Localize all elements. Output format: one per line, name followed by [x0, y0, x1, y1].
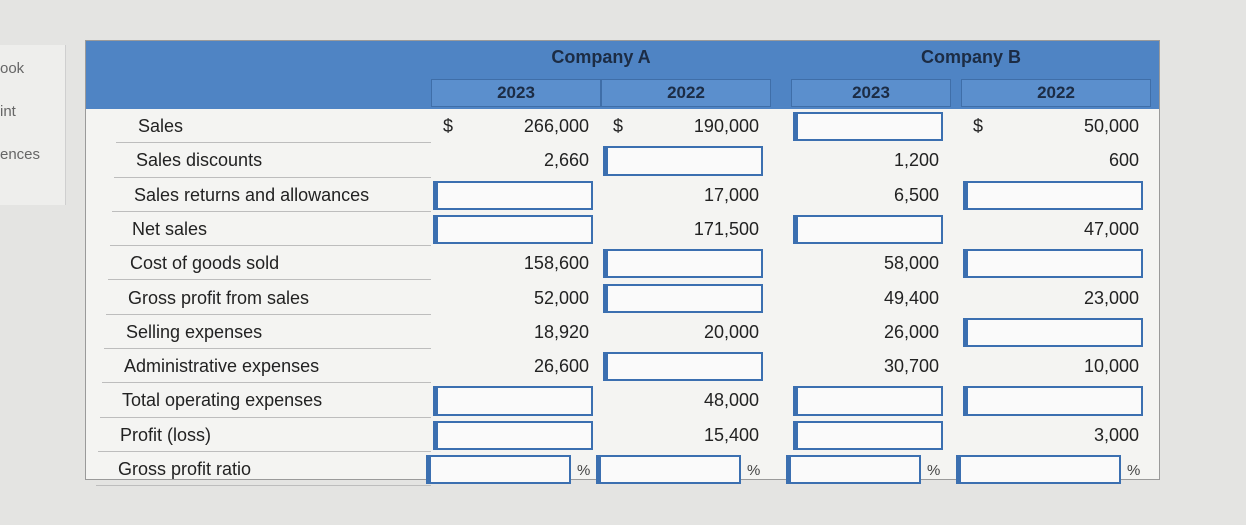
year-header: 2022 — [601, 79, 771, 107]
input-box[interactable] — [963, 180, 1143, 210]
cell-value: 600 — [1108, 150, 1139, 171]
input-box[interactable] — [963, 249, 1143, 279]
input-box[interactable] — [603, 352, 763, 382]
currency-sign: $ — [973, 116, 984, 136]
input-box[interactable] — [786, 455, 921, 485]
input-box[interactable] — [433, 180, 593, 210]
year-header: 2022 — [961, 79, 1151, 107]
row-label: Profit (loss) — [98, 418, 431, 452]
income-table: Company A Company B 2023 2022 2023 2022 Sales $… — [85, 40, 1160, 487]
row-label: Gross profit ratio — [96, 452, 431, 487]
cell-value: 3,000 — [1093, 424, 1139, 445]
row-label: Sales — [116, 109, 431, 144]
cell-value: 58,000 — [883, 253, 939, 274]
row-label: Administrative expenses — [102, 349, 431, 384]
sidebar — [0, 45, 66, 205]
cell-value: 2,660 — [543, 150, 589, 171]
row-label: Selling expenses — [104, 315, 431, 350]
cell-value: 49,400 — [883, 287, 939, 308]
input-box[interactable] — [793, 214, 943, 245]
year-header: 2023 — [431, 79, 601, 107]
cell-value: 171,500 — [693, 218, 759, 239]
input-box[interactable] — [793, 386, 943, 416]
cell-value: 158,600 — [523, 253, 589, 274]
cell-value: 20,000 — [703, 321, 759, 342]
cell-value: 48,000 — [703, 390, 759, 411]
input-box[interactable] — [793, 420, 943, 450]
input-box[interactable] — [433, 386, 593, 416]
input-box[interactable] — [433, 214, 593, 245]
cell-value: 50,000 — [1083, 116, 1139, 136]
cell-value: 266,000 — [523, 116, 589, 136]
sidebar-item: ook — [0, 60, 25, 77]
percent-sign: % — [927, 462, 941, 479]
input-box[interactable] — [426, 455, 571, 485]
cell-value: 47,000 — [1083, 218, 1139, 239]
input-box[interactable] — [603, 146, 763, 176]
currency-sign: $ — [443, 116, 454, 136]
cell-value: 18,920 — [533, 321, 589, 342]
cell-value: 26,000 — [883, 321, 939, 342]
cell-value: 30,700 — [883, 356, 939, 377]
input-box[interactable] — [956, 455, 1121, 485]
row-label: Total operating expenses — [100, 383, 431, 418]
cell-value: 190,000 — [693, 116, 759, 136]
cell-value: 15,400 — [703, 424, 759, 445]
row-label: Cost of goods sold — [108, 246, 431, 281]
percent-sign: % — [577, 462, 591, 479]
input-box[interactable] — [963, 317, 1143, 348]
input-box[interactable] — [963, 386, 1143, 416]
cell-value: 1,200 — [893, 150, 939, 171]
group-header: Company B — [920, 47, 1021, 67]
percent-sign: % — [1127, 462, 1141, 479]
cell-value: 17,000 — [703, 184, 759, 205]
cell-value: 6,500 — [893, 184, 939, 205]
percent-sign: % — [747, 462, 761, 479]
input-box[interactable] — [433, 420, 593, 450]
row-label: Sales discounts — [114, 143, 431, 178]
cell-value: 26,600 — [533, 356, 589, 377]
cell-value: 52,000 — [533, 287, 589, 308]
sidebar-item: ences — [0, 146, 41, 163]
input-box[interactable] — [793, 112, 943, 142]
input-box[interactable] — [596, 455, 741, 485]
sidebar-item: int — [0, 103, 16, 120]
currency-sign: $ — [613, 116, 624, 136]
input-box[interactable] — [603, 249, 763, 279]
cell-value: 10,000 — [1083, 356, 1139, 377]
input-box[interactable] — [603, 283, 763, 313]
year-header: 2023 — [791, 79, 951, 107]
group-header: Company A — [551, 47, 651, 67]
cell-value: 23,000 — [1083, 287, 1139, 308]
row-label: Gross profit from sales — [106, 281, 431, 315]
row-label: Sales returns and allowances — [112, 178, 431, 212]
row-label: Net sales — [110, 212, 431, 247]
